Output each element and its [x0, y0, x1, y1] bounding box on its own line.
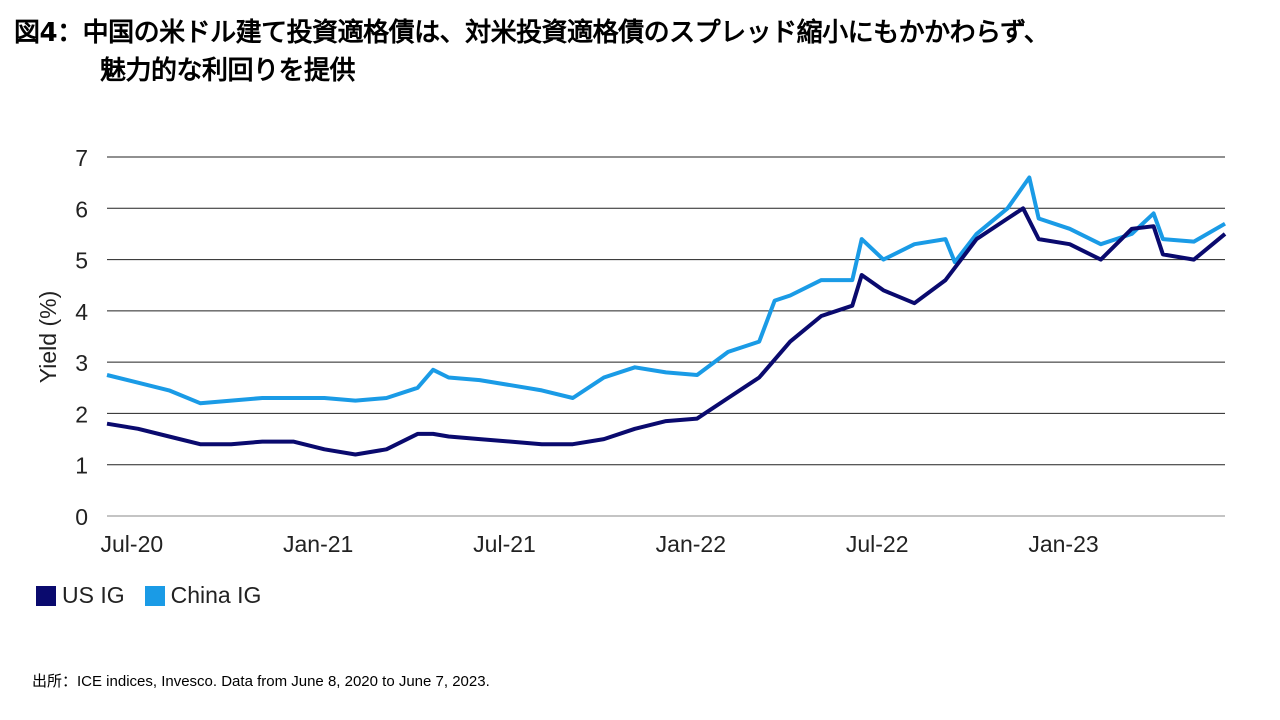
- legend-item-china-ig: China IG: [144, 582, 262, 609]
- legend-swatch: [144, 585, 165, 606]
- legend-label: China IG: [170, 582, 262, 608]
- chart-title: 図4：中国の米ドル建て投資適格債は、対米投資適格債のスプレッド縮小にもかかわらず…: [14, 14, 1050, 90]
- y-tick-label: 0: [75, 504, 88, 530]
- x-tick-label: Jan-21: [283, 531, 353, 557]
- legend-swatch: [36, 585, 56, 606]
- y-axis-label: Yield (%): [35, 291, 61, 383]
- y-tick-label: 3: [75, 350, 88, 376]
- legend-label: US IG: [62, 582, 125, 608]
- x-tick-label: Jul-22: [846, 531, 909, 557]
- title-line-1: 図4：中国の米ドル建て投資適格債は、対米投資適格債のスプレッド縮小にもかかわらず…: [14, 18, 1050, 48]
- x-tick-label: Jan-22: [656, 531, 726, 557]
- x-tick-label: Jul-21: [473, 531, 536, 557]
- source-note: 出所：ICE indices, Invesco. Data from June …: [32, 673, 490, 690]
- series-line-china-ig: [106, 175, 1226, 406]
- y-tick-label: 4: [75, 299, 88, 325]
- title-line-2: 魅力的な利回りを提供: [100, 56, 356, 86]
- series-line-us-ig: [106, 206, 1227, 457]
- y-tick-label: 7: [75, 145, 88, 171]
- x-tick-label: Jan-23: [1028, 531, 1098, 557]
- y-tick-label: 5: [75, 248, 88, 274]
- y-tick-label: 1: [75, 453, 88, 479]
- x-tick-label: Jul-20: [101, 531, 164, 557]
- legend: US IG China IG: [36, 582, 261, 609]
- y-tick-label: 6: [75, 196, 88, 222]
- y-tick-label: 2: [75, 401, 88, 427]
- legend-item-us-ig: US IG: [36, 582, 125, 609]
